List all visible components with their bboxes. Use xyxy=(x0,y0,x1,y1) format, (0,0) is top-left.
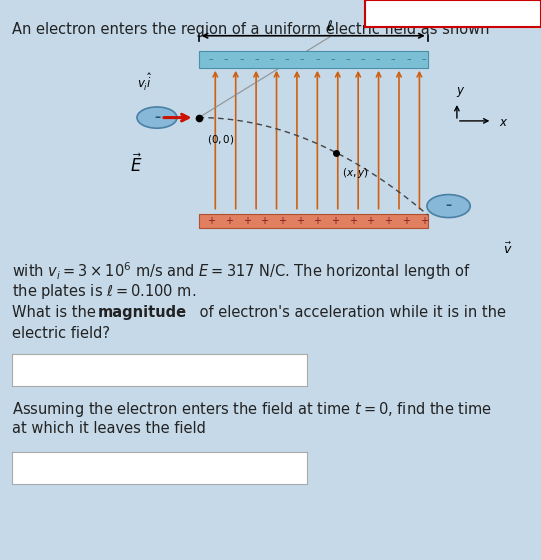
Text: –: – xyxy=(315,55,320,64)
Bar xyxy=(199,51,428,68)
Text: +: + xyxy=(260,216,268,226)
Text: $x$: $x$ xyxy=(499,115,508,128)
Text: $(x, y)$: $(x, y)$ xyxy=(342,166,369,180)
Text: –: – xyxy=(406,55,411,64)
Text: $(0, 0)$: $(0, 0)$ xyxy=(207,133,235,146)
Text: of electron's acceleration while it is in the: of electron's acceleration while it is i… xyxy=(195,305,506,320)
Bar xyxy=(199,214,428,228)
Text: $\vec{E}$: $\vec{E}$ xyxy=(130,154,142,176)
Text: –: – xyxy=(376,55,380,64)
Text: –: – xyxy=(346,55,350,64)
Text: +: + xyxy=(225,216,233,226)
Text: –: – xyxy=(239,55,244,64)
Text: the plates is $\ell = 0.100$ m.: the plates is $\ell = 0.100$ m. xyxy=(12,282,196,301)
Text: –: – xyxy=(361,55,365,64)
Text: An electron enters the region of a uniform electric field as shown: An electron enters the region of a unifo… xyxy=(12,22,490,38)
Text: +: + xyxy=(402,216,410,226)
Text: +: + xyxy=(242,216,250,226)
Text: –: – xyxy=(300,55,305,64)
Circle shape xyxy=(137,107,177,128)
Circle shape xyxy=(427,194,470,218)
Text: +: + xyxy=(278,216,286,226)
Text: –: – xyxy=(285,55,289,64)
Text: –: – xyxy=(421,55,426,64)
Text: $\ell$: $\ell$ xyxy=(326,18,333,34)
Text: +: + xyxy=(366,216,374,226)
Text: –: – xyxy=(224,55,228,64)
Text: +: + xyxy=(349,216,357,226)
Text: +: + xyxy=(384,216,392,226)
Text: $v_i\hat{i}$: $v_i\hat{i}$ xyxy=(137,72,152,94)
Text: at which it leaves the field: at which it leaves the field xyxy=(12,421,206,436)
Text: +: + xyxy=(207,216,215,226)
Text: magnitude: magnitude xyxy=(97,305,187,320)
Text: –: – xyxy=(269,55,274,64)
Text: –: – xyxy=(330,55,335,64)
Text: –: – xyxy=(209,55,213,64)
Text: +: + xyxy=(313,216,321,226)
Text: with $v_i = 3 \times 10^6$ m/s and $E = 317$ N/C. The horizontal length of: with $v_i = 3 \times 10^6$ m/s and $E = … xyxy=(12,260,471,282)
Text: Assuming the electron enters the field at time $t = 0$, find the time: Assuming the electron enters the field a… xyxy=(12,400,492,419)
Text: $y$: $y$ xyxy=(456,85,465,99)
Text: electric field?: electric field? xyxy=(12,326,110,341)
Text: +: + xyxy=(420,216,427,226)
Text: $\vec{v}$: $\vec{v}$ xyxy=(503,241,512,256)
Text: +: + xyxy=(295,216,304,226)
Text: –: – xyxy=(445,199,452,212)
Text: What is the: What is the xyxy=(12,305,101,320)
Text: –: – xyxy=(254,55,259,64)
Text: –: – xyxy=(154,111,160,124)
Text: +: + xyxy=(331,216,339,226)
Text: –: – xyxy=(391,55,395,64)
